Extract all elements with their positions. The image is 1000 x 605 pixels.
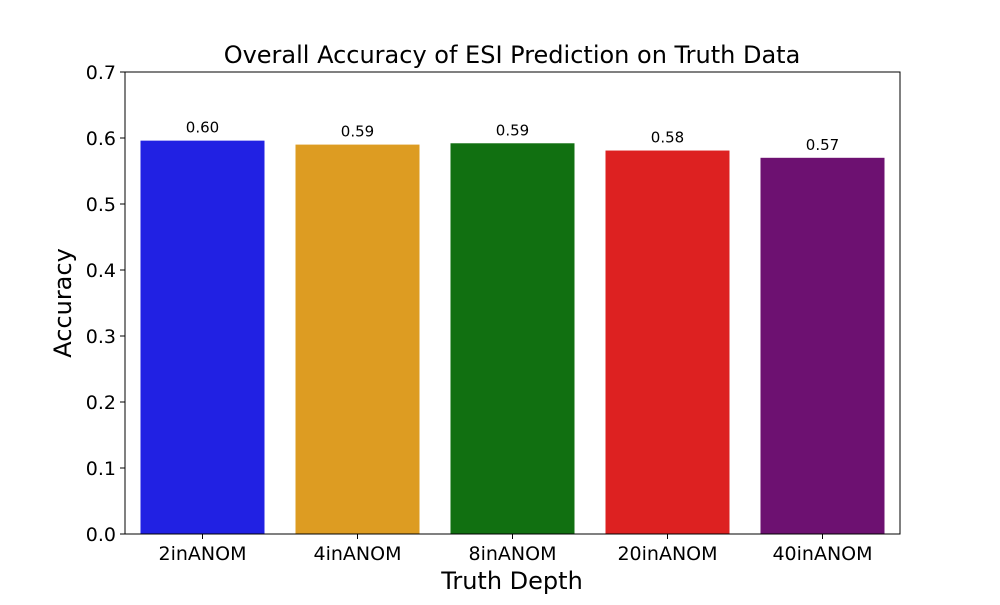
x-tick-label-40inANOM: 40inANOM — [772, 543, 872, 565]
plot-frame — [124, 71, 901, 535]
y-tick-label-0.2: 0.2 — [86, 392, 116, 414]
plot-area: 0.60 2inANOM 0.59 4inANOM 0.59 8inANOM 0.58 20i… — [86, 62, 901, 565]
y-tick-label-0.7: 0.7 — [86, 62, 116, 84]
y-axis-label: Accuracy — [49, 248, 77, 358]
y-tick-label-0.6: 0.6 — [86, 128, 116, 150]
y-tick-label-0.3: 0.3 — [86, 326, 116, 348]
x-tick-label-20inANOM: 20inANOM — [617, 543, 717, 565]
y-tick-label-0.0: 0.0 — [86, 524, 116, 546]
y-tick-label-0.5: 0.5 — [86, 194, 116, 216]
x-tick-label-2inANOM: 2inANOM — [159, 543, 247, 565]
data-label-4inANOM: 0.59 — [341, 123, 374, 141]
data-label-2inANOM: 0.60 — [186, 119, 219, 137]
data-label-40inANOM: 0.57 — [806, 136, 839, 154]
bar-4inANOM — [295, 144, 420, 534]
x-tick-label-4inANOM: 4inANOM — [314, 543, 402, 565]
bar-40inANOM — [760, 157, 885, 535]
y-tick-label-0.4: 0.4 — [86, 260, 116, 282]
data-label-8inANOM: 0.59 — [496, 121, 529, 139]
x-axis-label: Truth Depth — [440, 567, 583, 595]
bar-2inANOM — [140, 140, 265, 534]
y-tick-label-0.1: 0.1 — [86, 458, 116, 480]
chart-title: Overall Accuracy of ESI Prediction on Tr… — [224, 41, 801, 69]
x-tick-label-8inANOM: 8inANOM — [469, 543, 557, 565]
bar-8inANOM — [450, 143, 575, 534]
bar-20inANOM — [605, 150, 730, 535]
data-label-20inANOM: 0.58 — [651, 129, 684, 147]
